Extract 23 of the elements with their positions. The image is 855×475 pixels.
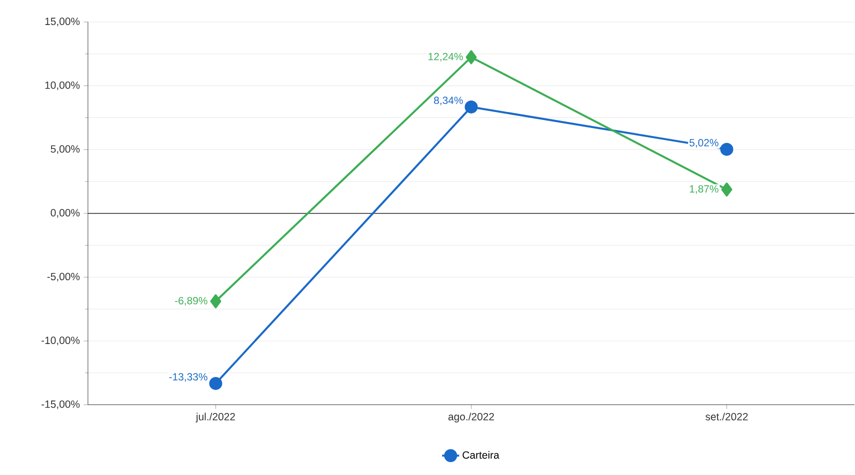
y-tick-label: 5,00%: [50, 145, 80, 154]
point: [464, 100, 478, 114]
point: [720, 142, 734, 156]
x-tick-label: ago./2022: [448, 412, 494, 423]
x-tick-label: jul./2022: [196, 412, 235, 423]
legend-label: Carteira: [462, 451, 500, 459]
data-label: 1,87%: [690, 185, 718, 194]
point: [466, 50, 477, 64]
x-tick-label: set./2022: [706, 412, 748, 421]
point: [209, 377, 222, 390]
data-label: 12,24%: [428, 53, 463, 62]
y-tick-label: -10,00%: [42, 336, 80, 346]
y-tick-label: 10,00%: [45, 82, 80, 90]
data-label: 8,34%: [434, 96, 463, 106]
y-tick-label: 15,00%: [45, 18, 80, 26]
data-label: -6,89%: [175, 297, 208, 306]
y-tick-label: -5,00%: [47, 272, 80, 282]
data-label: -13,33%: [169, 373, 208, 382]
y-tick-label: -15,00%: [42, 400, 80, 410]
point: [210, 294, 222, 308]
point: [721, 182, 732, 197]
y-tick-label: 0,00%: [50, 209, 80, 218]
data-label: 5,02%: [690, 139, 718, 148]
